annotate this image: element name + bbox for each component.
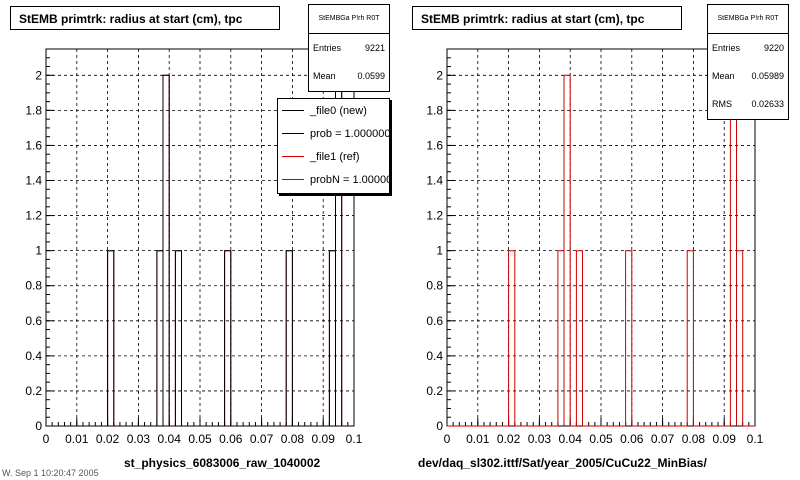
left-y-tick-label: 0.8 xyxy=(25,279,42,293)
right-stats-mean-value: 0.05989 xyxy=(751,71,784,81)
right-stats-rms-label: RMS xyxy=(712,99,732,109)
left-x-axis-name: st_physics_6083006_raw_1040002 xyxy=(124,456,321,470)
right-x-tick-label: 0.01 xyxy=(466,432,490,446)
right-x-tick-label: 0.08 xyxy=(682,432,706,446)
legend-label-prob: prob = 1.000000 xyxy=(310,127,390,140)
legend-swatch-new xyxy=(282,110,304,111)
left-stats-entries-label: Entries xyxy=(313,43,342,53)
left-x-tick-label: 0.03 xyxy=(127,432,151,446)
left-stats-mean-row: Mean 0.0599 xyxy=(309,62,389,90)
left-y-tick-label: 0.2 xyxy=(25,384,42,398)
left-stats-mean-value: 0.0599 xyxy=(357,71,385,81)
left-y-tick-label: 1.8 xyxy=(25,103,42,117)
left-y-tick-label: 1.2 xyxy=(25,209,42,223)
legend-swatch-prob xyxy=(282,133,304,134)
right-x-tick-label: 0 xyxy=(444,432,451,446)
right-y-tick-label: 1 xyxy=(436,244,443,258)
right-y-tick-label: 1.4 xyxy=(426,174,443,188)
left-x-tick-label: 0.04 xyxy=(158,432,182,446)
left-y-tick-label: 1 xyxy=(35,244,42,258)
right-x-tick-label: 0.06 xyxy=(620,432,644,446)
legend-item-ref: _file1 (ref) xyxy=(278,145,389,168)
left-x-tick-label: 0.09 xyxy=(312,432,336,446)
left-stats-entries-row: Entries 9221 xyxy=(309,34,389,62)
right-x-tick-label: 0.05 xyxy=(589,432,613,446)
right-stats-rms-row: RMS 0.02633 xyxy=(708,90,788,118)
left-plot-title: StEMB primtrk: radius at start (cm), tpc xyxy=(10,6,280,30)
left-x-tick-label: 0.1 xyxy=(346,432,363,446)
left-y-tick-label: 2 xyxy=(35,68,42,82)
right-x-tick-label: 0.04 xyxy=(559,432,583,446)
left-x-tick-label: 0.02 xyxy=(96,432,120,446)
right-stats-entries-label: Entries xyxy=(712,43,741,53)
right-x-tick-label: 0.02 xyxy=(497,432,521,446)
right-y-tick-label: 0.2 xyxy=(426,384,443,398)
legend-item-prob: prob = 1.000000 xyxy=(278,122,389,145)
right-stats-box: StEMBGa P!rh R0T Entries 9220 Mean 0.059… xyxy=(707,4,789,120)
right-y-tick-label: 2 xyxy=(436,68,443,82)
legend-label-new: _file0 (new) xyxy=(310,104,367,117)
left-stats-mean-label: Mean xyxy=(313,71,336,81)
left-y-tick-label: 0 xyxy=(35,419,42,433)
right-x-axis-name: dev/daq_sl302.ittf/Sat/year_2005/CuCu22_… xyxy=(418,456,707,470)
timestamp-footer: W. Sep 1 10:20:47 2005 xyxy=(2,468,99,478)
left-stats-entries-value: 9221 xyxy=(364,43,385,53)
right-y-tick-label: 1.2 xyxy=(426,209,443,223)
left-x-tick-label: 0.01 xyxy=(65,432,89,446)
left-y-tick-label: 0.4 xyxy=(25,349,42,363)
right-stats-mean-row: Mean 0.05989 xyxy=(708,62,788,90)
left-legend: _file0 (new) prob = 1.000000 _file1 (ref… xyxy=(277,98,390,194)
right-y-tick-label: 1.8 xyxy=(426,103,443,117)
right-stats-mean-label: Mean xyxy=(712,71,735,81)
right-y-tick-label: 0.6 xyxy=(426,314,443,328)
right-y-tick-label: 1.6 xyxy=(426,138,443,152)
right-stats-rms-value: 0.02633 xyxy=(751,99,784,109)
left-histogram-series-new xyxy=(46,74,354,427)
left-y-tick-label: 1.4 xyxy=(25,174,42,188)
right-stats-entries-value: 9220 xyxy=(763,43,784,53)
legend-swatch-ref xyxy=(282,156,304,157)
right-x-tick-label: 0.09 xyxy=(713,432,737,446)
right-x-tick-label: 0.1 xyxy=(747,432,764,446)
left-x-tick-label: 0.07 xyxy=(250,432,274,446)
left-x-tick-label: 0.05 xyxy=(188,432,212,446)
left-x-tick-label: 0 xyxy=(43,432,50,446)
legend-item-probn: probN = 1.000000 xyxy=(278,168,389,191)
left-y-tick-label: 1.6 xyxy=(25,138,42,152)
left-x-tick-label: 0.06 xyxy=(219,432,243,446)
right-y-tick-label: 0 xyxy=(436,419,443,433)
right-y-tick-label: 0.4 xyxy=(426,349,443,363)
legend-label-probn: probN = 1.000000 xyxy=(310,173,390,186)
left-stats-box: StEMBGa P!rh R0T Entries 9221 Mean 0.059… xyxy=(308,4,390,92)
right-stats-entries-row: Entries 9220 xyxy=(708,34,788,62)
right-x-tick-label: 0.07 xyxy=(651,432,675,446)
left-x-tick-label: 0.08 xyxy=(281,432,305,446)
legend-label-ref: _file1 (ref) xyxy=(310,150,360,163)
legend-swatch-probn xyxy=(282,179,304,180)
right-stats-name: StEMBGa P!rh R0T xyxy=(708,5,788,34)
right-plot-title: StEMB primtrk: radius at start (cm), tpc xyxy=(412,6,682,30)
left-stats-name: StEMBGa P!rh R0T xyxy=(309,5,389,34)
legend-item-new: _file0 (new) xyxy=(278,99,389,122)
right-y-tick-label: 0.8 xyxy=(426,279,443,293)
left-y-tick-label: 0.6 xyxy=(25,314,42,328)
right-x-tick-label: 0.03 xyxy=(528,432,552,446)
